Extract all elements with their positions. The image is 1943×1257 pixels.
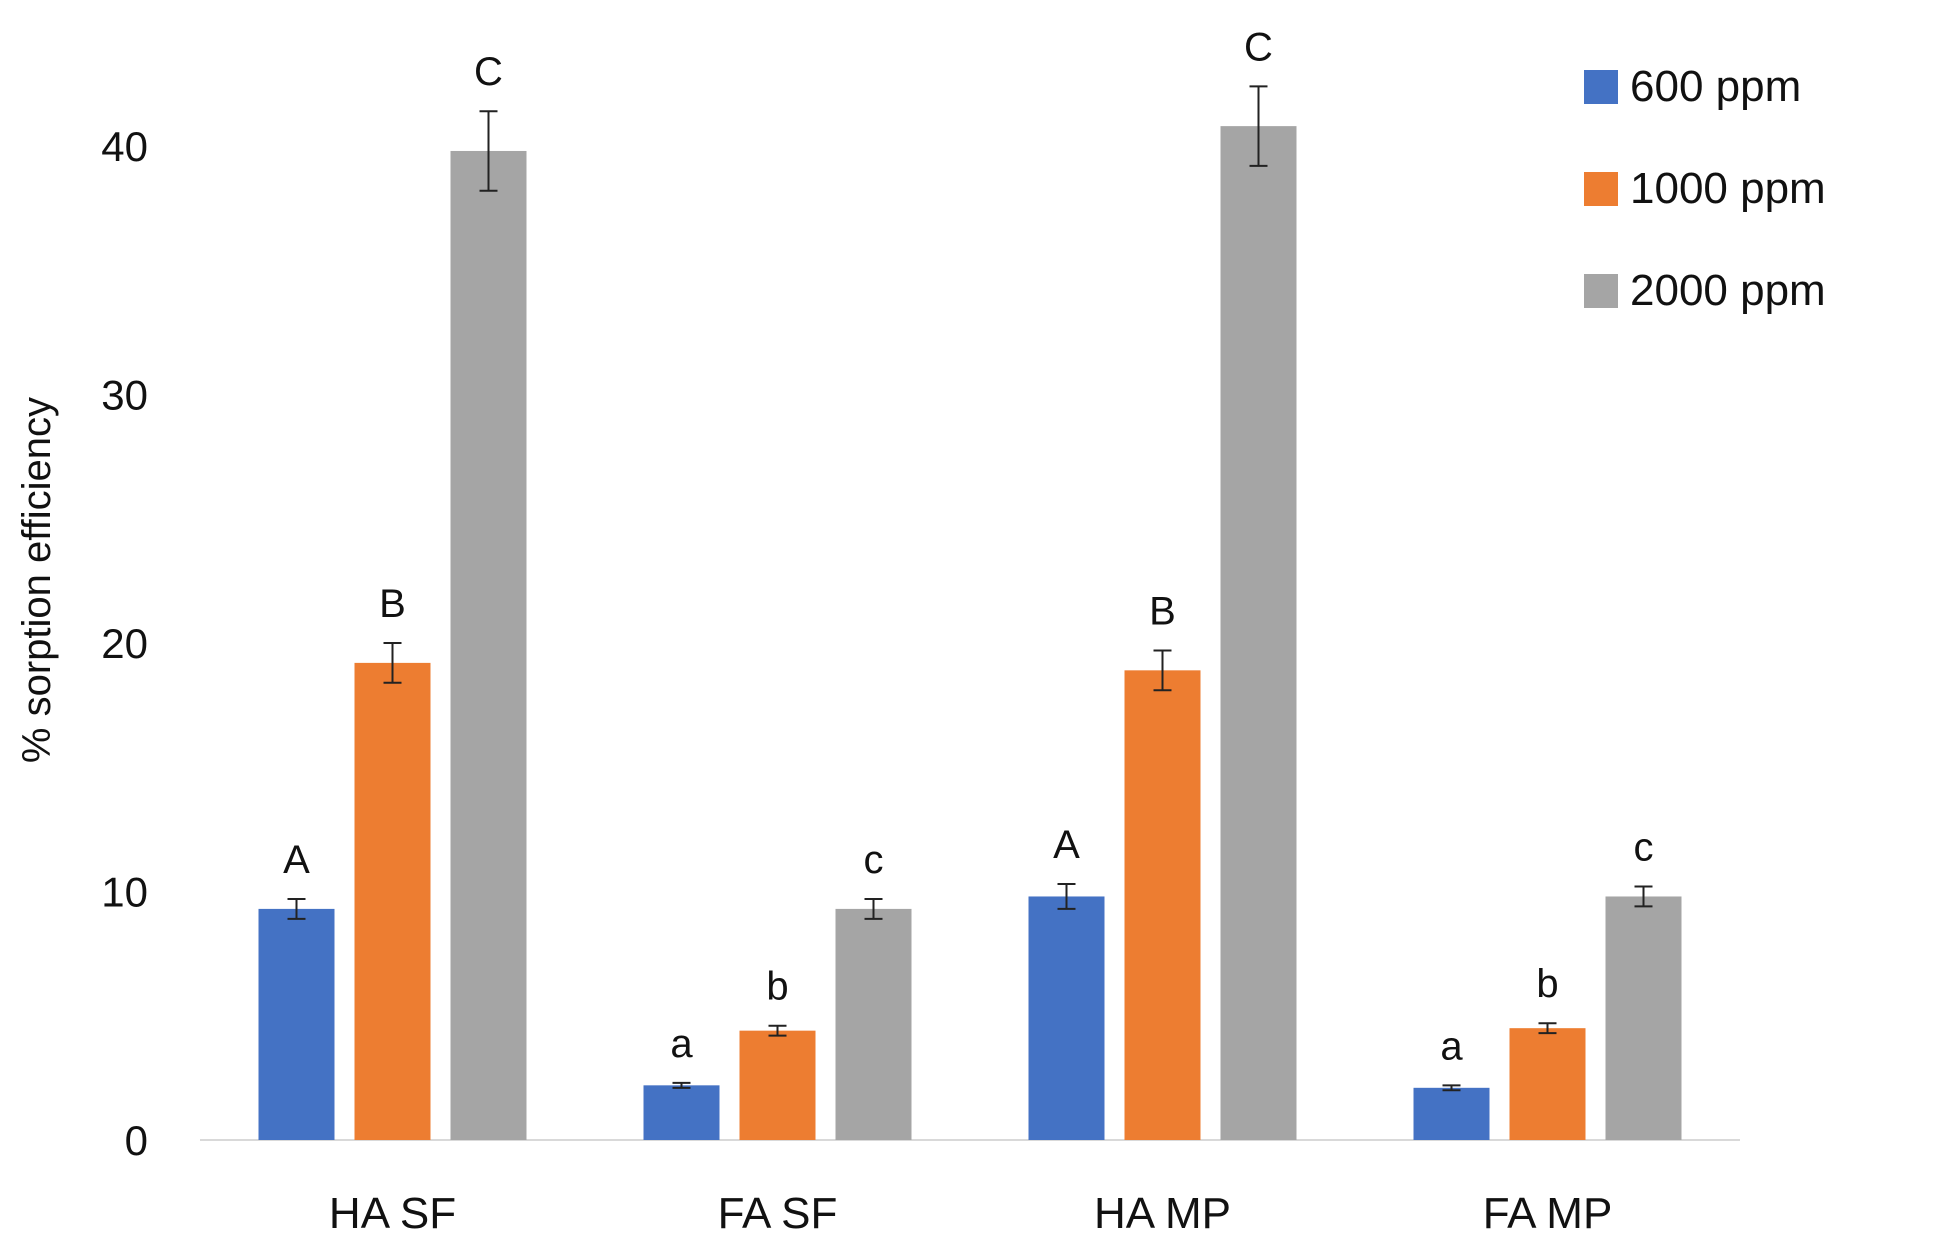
legend-label: 2000 ppm xyxy=(1630,266,1826,315)
bar xyxy=(1124,670,1201,1140)
x-category-label: HA SF xyxy=(329,1189,456,1238)
y-tick-label: 20 xyxy=(101,620,148,667)
bar xyxy=(1605,896,1682,1140)
x-category-labels: HA SF FA SF HA MP FA MP xyxy=(329,1189,1612,1238)
significance-letter: A xyxy=(283,838,310,882)
significance-letter: c xyxy=(1634,826,1654,870)
y-tick-label: 0 xyxy=(125,1117,148,1164)
significance-letter: A xyxy=(1053,823,1080,867)
significance-letter: b xyxy=(766,965,788,1009)
bar xyxy=(835,908,912,1140)
legend-swatch xyxy=(1584,172,1618,206)
y-tick-labels: 0 10 20 30 40 xyxy=(101,123,148,1164)
bar xyxy=(1028,896,1105,1140)
significance-letter: C xyxy=(474,50,503,94)
significance-letter: a xyxy=(670,1022,693,1066)
bar xyxy=(643,1085,720,1140)
bar xyxy=(258,908,335,1140)
significance-letter: B xyxy=(1149,589,1176,633)
bar xyxy=(1509,1028,1586,1140)
bar xyxy=(450,150,527,1141)
significance-letter: b xyxy=(1536,962,1558,1006)
x-category-label: FA MP xyxy=(1483,1189,1613,1238)
legend-swatch xyxy=(1584,274,1618,308)
bar xyxy=(1413,1087,1490,1140)
bar xyxy=(1220,126,1297,1141)
x-category-label: HA MP xyxy=(1094,1189,1231,1238)
significance-letter: a xyxy=(1440,1024,1463,1068)
x-category-label: FA SF xyxy=(718,1189,838,1238)
significance-letter: c xyxy=(864,838,884,882)
y-tick-label: 30 xyxy=(101,372,148,419)
y-axis-label: % sorption efficiency xyxy=(15,397,59,763)
bar xyxy=(739,1030,816,1140)
bars: A B Ca b c A B Ca b c xyxy=(258,25,1682,1141)
significance-letter: C xyxy=(1244,25,1273,69)
significance-letter: B xyxy=(379,582,406,626)
y-tick-label: 40 xyxy=(101,123,148,170)
legend: 600 ppm 1000 ppm 2000 ppm xyxy=(1584,62,1826,315)
legend-label: 1000 ppm xyxy=(1630,164,1826,213)
legend-label: 600 ppm xyxy=(1630,62,1801,111)
bar xyxy=(354,662,431,1140)
y-tick-label: 10 xyxy=(101,869,148,916)
legend-swatch xyxy=(1584,70,1618,104)
